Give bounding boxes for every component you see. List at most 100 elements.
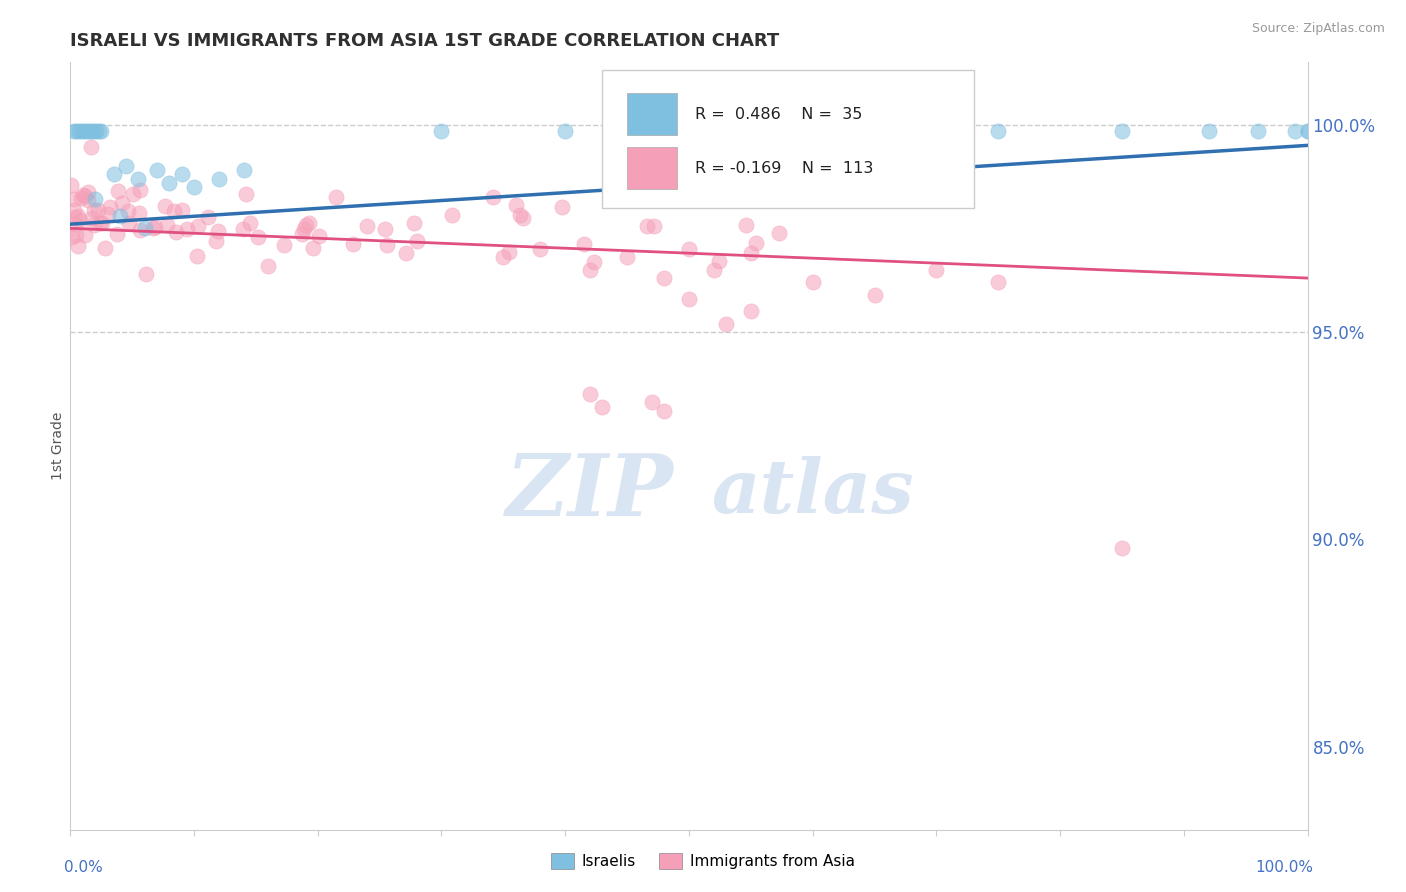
- Point: [551, 200, 574, 214]
- Point: [142, 221, 165, 235]
- Point: [745, 236, 768, 251]
- Y-axis label: 1st Grade: 1st Grade: [51, 412, 65, 480]
- Point: [291, 227, 314, 242]
- Point: [170, 168, 193, 182]
- Point: [481, 190, 503, 204]
- Point: [402, 216, 425, 230]
- Text: atlas: atlas: [711, 456, 914, 528]
- Point: [76, 193, 98, 207]
- Point: [207, 223, 229, 237]
- Point: [1111, 124, 1133, 138]
- Point: [1296, 124, 1319, 138]
- Point: [80, 211, 103, 226]
- Point: [302, 241, 325, 255]
- Point: [395, 246, 418, 260]
- Legend: Israelis, Immigrants from Asia: Israelis, Immigrants from Asia: [546, 847, 860, 875]
- Point: [83, 202, 105, 217]
- Point: [273, 238, 295, 252]
- Point: [143, 219, 166, 234]
- Point: [235, 186, 257, 201]
- Point: [117, 204, 139, 219]
- Point: [63, 211, 86, 225]
- Text: R =  0.486    N =  35: R = 0.486 N = 35: [695, 107, 862, 122]
- Point: [529, 242, 551, 256]
- Point: [65, 124, 87, 138]
- Point: [197, 210, 219, 224]
- Point: [75, 228, 97, 243]
- Text: ISRAELI VS IMMIGRANTS FROM ASIA 1ST GRADE CORRELATION CHART: ISRAELI VS IMMIGRANTS FROM ASIA 1ST GRAD…: [70, 32, 779, 50]
- Point: [103, 168, 125, 182]
- Point: [156, 218, 179, 232]
- Point: [98, 200, 121, 214]
- Point: [94, 241, 117, 255]
- Text: R = -0.169    N =  113: R = -0.169 N = 113: [695, 161, 873, 176]
- Point: [703, 262, 725, 277]
- Point: [247, 230, 270, 244]
- Point: [70, 190, 93, 204]
- Point: [146, 163, 169, 178]
- Point: [83, 219, 105, 233]
- Point: [65, 228, 87, 243]
- Text: 100.0%: 100.0%: [1256, 860, 1313, 875]
- Point: [91, 216, 114, 230]
- Point: [509, 208, 531, 222]
- Point: [187, 219, 209, 234]
- Point: [325, 190, 347, 204]
- Point: [63, 124, 86, 138]
- Point: [430, 124, 453, 138]
- Point: [498, 244, 520, 259]
- Point: [582, 255, 605, 269]
- Point: [127, 171, 149, 186]
- Point: [84, 124, 107, 138]
- Point: [678, 242, 700, 256]
- Point: [84, 192, 107, 206]
- Point: [129, 223, 152, 237]
- Bar: [627, 93, 676, 136]
- Point: [768, 226, 790, 240]
- Point: [66, 238, 89, 252]
- Point: [636, 219, 658, 234]
- Point: [90, 124, 112, 138]
- Point: [75, 189, 97, 203]
- Text: 0.0%: 0.0%: [65, 860, 103, 875]
- Point: [134, 221, 156, 235]
- Point: [77, 185, 100, 199]
- Point: [204, 234, 226, 248]
- Point: [987, 275, 1010, 289]
- Point: [75, 124, 97, 138]
- Point: [734, 218, 756, 232]
- Point: [72, 187, 94, 202]
- Point: [298, 216, 321, 230]
- Point: [579, 262, 602, 277]
- Point: [70, 124, 93, 138]
- Point: [176, 221, 198, 235]
- Point: [183, 179, 205, 194]
- Point: [129, 183, 152, 197]
- Point: [97, 207, 120, 221]
- Point: [69, 213, 91, 227]
- Point: [1284, 124, 1306, 138]
- Point: [128, 206, 150, 220]
- Point: [208, 171, 231, 186]
- Point: [492, 250, 515, 264]
- Point: [165, 225, 187, 239]
- Point: [89, 217, 111, 231]
- Point: [505, 198, 527, 212]
- Point: [67, 124, 90, 138]
- Point: [641, 395, 664, 409]
- Point: [232, 221, 254, 235]
- Point: [512, 211, 534, 226]
- Point: [652, 403, 675, 417]
- Point: [122, 187, 145, 202]
- Point: [87, 203, 110, 218]
- Point: [63, 202, 86, 217]
- Point: [652, 271, 675, 285]
- Point: [572, 237, 595, 252]
- Point: [740, 124, 762, 138]
- Point: [60, 230, 83, 244]
- Point: [801, 275, 824, 289]
- Point: [1247, 124, 1270, 138]
- Point: [295, 219, 318, 233]
- Point: [863, 287, 886, 301]
- Point: [63, 192, 86, 206]
